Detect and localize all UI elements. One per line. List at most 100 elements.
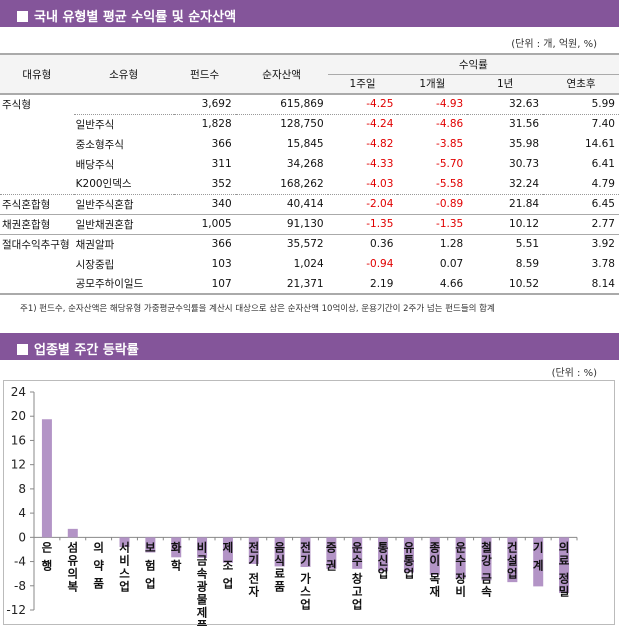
return-1w: -4.24	[366, 118, 394, 131]
return-1w: -4.33	[366, 158, 394, 170]
return-1w: -2.04	[327, 194, 398, 215]
fund-count: 352	[173, 174, 236, 195]
fund-count: 366	[211, 238, 232, 251]
table-row: 주식혼합형 일반주식혼합 340 40,414 -2.04 -0.89 21.84 6.45	[0, 194, 619, 215]
bar-1	[67, 528, 78, 538]
section-title: 국내 유형별 평균 수익률 및 순자산액	[34, 10, 237, 25]
return-1m: -4.93	[397, 94, 468, 115]
bar-10	[300, 537, 311, 568]
bar-5	[171, 537, 182, 558]
major-type	[0, 274, 74, 295]
section-header-fund-returns: 국내 유형별 평균 수익률 및 순자산액	[0, 0, 619, 27]
minor-type	[73, 94, 174, 115]
unit-label: (단위 : %)	[551, 368, 597, 379]
fund-count: 1,005	[173, 214, 236, 235]
bar-7	[222, 537, 233, 563]
net-assets: 615,869	[235, 94, 328, 115]
return-1y: 32.63	[467, 94, 544, 115]
major-type: 절대수익추구형	[2, 238, 70, 251]
y-tick-label: 8	[18, 482, 26, 496]
minor-type: 채권알파	[75, 238, 115, 251]
net-assets: 15,845	[286, 138, 324, 150]
major-type: 채권혼합형	[0, 214, 74, 235]
sector-bar-chart: -12 -8 -4 0 4 8 12 16 20 24 은 행 섬 유 의 복 의 약 품 서 비 스 업 보 험 업 화…	[6, 385, 578, 630]
return-1w: -0.94	[366, 258, 394, 270]
return-ytd: 6.41	[591, 158, 615, 170]
return-1w: -4.82	[366, 138, 394, 150]
return-1y: 5.51	[515, 238, 540, 251]
return-1y: 30.73	[509, 158, 540, 170]
minor-type: 배당주식	[75, 158, 115, 171]
bar-9	[274, 537, 285, 567]
return-ytd: 8.14	[543, 274, 619, 295]
square-icon	[17, 344, 28, 355]
minor-type: 중소형주식	[75, 138, 124, 151]
bar-4	[145, 537, 156, 553]
return-ytd: 3.78	[591, 258, 615, 270]
return-1m: -5.58	[397, 174, 468, 195]
fund-count: 340	[173, 194, 236, 215]
section-header-sector: 업종별 주간 등락률	[0, 333, 619, 360]
bar-3	[119, 537, 130, 548]
table-row: K200인덱스 352 168,262 -4.03 -5.58 32.24 4.79	[0, 174, 619, 195]
category-label: 보 험 업	[145, 540, 156, 590]
major-type	[0, 154, 74, 174]
return-1w: 0.36	[370, 238, 394, 251]
bar-18	[507, 537, 518, 583]
net-assets: 1,024	[293, 258, 324, 270]
return-ytd: 6.45	[543, 194, 619, 215]
header-major: 대유형	[0, 54, 74, 94]
return-1w: -4.03	[327, 174, 398, 195]
category-label: 화 학	[171, 540, 182, 572]
table-row: 일반주식 1,828 128,750 -4.24 -4.86 31.56 7.40	[0, 114, 619, 134]
return-1m: -3.85	[436, 138, 464, 150]
net-assets: 128,750	[280, 118, 324, 131]
header-funds: 펀드수	[173, 54, 236, 94]
fund-count: 311	[211, 158, 232, 170]
bar-16	[455, 537, 466, 579]
bar-13	[378, 537, 389, 572]
bar-17	[481, 537, 492, 581]
return-1m: -0.89	[397, 194, 468, 215]
return-1y: 35.98	[509, 138, 540, 150]
fund-count: 1,828	[201, 118, 232, 131]
header-minor: 소유형	[73, 54, 174, 94]
bar-11	[326, 537, 337, 569]
table-row: 주식형 3,692 615,869 -4.25 -4.93 32.63 5.99	[0, 94, 619, 115]
section-title: 업종별 주간 등락률	[34, 343, 139, 358]
bar-0	[41, 419, 52, 538]
major-type: 주식형	[2, 99, 31, 111]
header-returns: 수익률	[327, 54, 619, 75]
net-assets: 21,371	[235, 274, 328, 295]
return-ytd: 2.77	[543, 214, 619, 235]
return-1w: -4.25	[327, 94, 398, 115]
header-1y: 1년	[467, 74, 544, 94]
return-1m: 1.28	[439, 238, 464, 251]
return-ytd: 3.92	[591, 238, 615, 251]
bar-8	[248, 537, 259, 564]
bar-6	[197, 537, 208, 558]
y-tick-label: -4	[14, 555, 26, 569]
header-assets: 순자산액	[235, 54, 328, 94]
return-1y: 32.24	[467, 174, 544, 195]
major-type	[0, 114, 74, 134]
header-1m: 1개월	[397, 74, 468, 94]
y-tick-label: -8	[14, 579, 26, 593]
net-assets: 35,572	[286, 238, 324, 251]
return-1y: 8.59	[515, 258, 540, 270]
return-ytd: 4.79	[543, 174, 619, 195]
bar-19	[533, 537, 544, 587]
minor-type: 시장중립	[75, 258, 115, 271]
table-row: 시장중립 103 1,024 -0.94 0.07 8.59 3.78	[0, 254, 619, 274]
return-1m: -4.86	[436, 118, 464, 131]
minor-type: 일반주식혼합	[73, 194, 174, 215]
fund-count: 3,692	[173, 94, 236, 115]
bar-15	[429, 537, 440, 575]
